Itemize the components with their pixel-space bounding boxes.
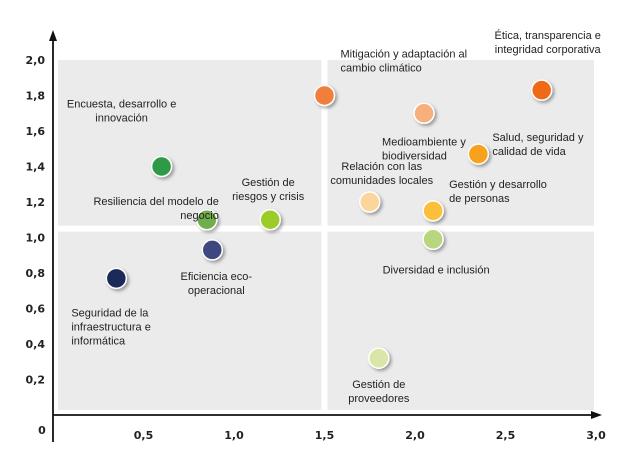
point-seguridad-infra — [105, 267, 128, 290]
y-tick-labels: 0,2 0,4 0,6 0,8 1,0 1,2 1,4 1,6 1,8 2,0 — [26, 54, 46, 387]
x-tick-label: 1,0 — [224, 429, 244, 442]
label-relacion: Relación con las comunidades locales — [330, 161, 433, 187]
x-tick-label: 2,0 — [405, 429, 425, 442]
x-tick-label: 2,5 — [496, 429, 516, 442]
label-medioambiente: Medioambiente y biodiversidad — [382, 136, 466, 162]
label-encuesta: Encuesta, desarrollo e innovación — [67, 99, 176, 125]
label-diversidad: Diversidad e inclusión — [383, 264, 490, 276]
y-tick-label: 1,8 — [26, 90, 46, 103]
y-tick-label: 2,0 — [26, 54, 46, 67]
y-tick-label: 0,2 — [26, 374, 46, 387]
point-proveedores — [368, 347, 390, 369]
point-resiliencia — [196, 209, 218, 231]
quadrant-bottom-left — [58, 231, 322, 410]
point-labels: Mitigación y adaptación al cambio climáti… — [67, 29, 602, 405]
label-resiliencia: Resiliencia del modelo de negocio — [93, 196, 218, 222]
origin-label: 0 — [38, 424, 46, 437]
label-gestion-riesgos: Gestión de riesgos y crisis — [232, 177, 305, 203]
point-encuesta — [150, 155, 173, 178]
x-tick-label: 3,0 — [586, 429, 606, 442]
y-tick-label: 1,6 — [26, 125, 46, 138]
y-tick-label: 0,4 — [26, 338, 46, 351]
x-tick-labels: 0,5 1,0 1,5 2,0 2,5 3,0 — [134, 429, 606, 442]
x-tick-label: 0,5 — [134, 429, 154, 442]
label-etica: Ética, transparencia e integridad corpora… — [495, 29, 602, 56]
point-relacion — [359, 191, 381, 213]
axes: 0 — [38, 30, 602, 442]
point-etica — [530, 79, 553, 101]
x-axis-arrow — [591, 411, 602, 419]
label-seguridad-infra: Seguridad de la infraestructura e informát… — [71, 307, 150, 347]
label-eficiencia: Eficiencia eco-operacional — [181, 271, 253, 297]
y-tick-label: 0,6 — [26, 303, 46, 316]
point-mitigacion — [313, 84, 336, 107]
point-diversidad — [422, 228, 444, 251]
y-axis-arrow — [49, 30, 57, 41]
y-tick-label: 1,4 — [26, 161, 46, 174]
point-gestion-riesgos — [259, 209, 281, 231]
y-tick-label: 0,8 — [26, 267, 46, 280]
label-gestion-personas: Gestión y desarrollo de personas — [449, 179, 547, 205]
point-gestion-personas — [422, 200, 444, 222]
label-proveedores: Gestión de proveedores — [348, 379, 410, 405]
quadrant-top-left — [58, 60, 322, 226]
data-points — [105, 79, 553, 369]
point-eficiencia — [201, 239, 224, 261]
y-tick-label: 1,0 — [26, 232, 46, 245]
label-salud: Salud, seguridad y calidad de vida — [492, 132, 584, 158]
quadrant-bottom-right — [327, 231, 594, 410]
y-tick-label: 1,2 — [26, 196, 46, 209]
point-salud — [467, 143, 490, 165]
x-tick-label: 1,5 — [315, 429, 335, 442]
point-medioambiente — [413, 102, 435, 124]
label-mitigacion: Mitigación y adaptación al cambio climáti… — [341, 49, 468, 75]
